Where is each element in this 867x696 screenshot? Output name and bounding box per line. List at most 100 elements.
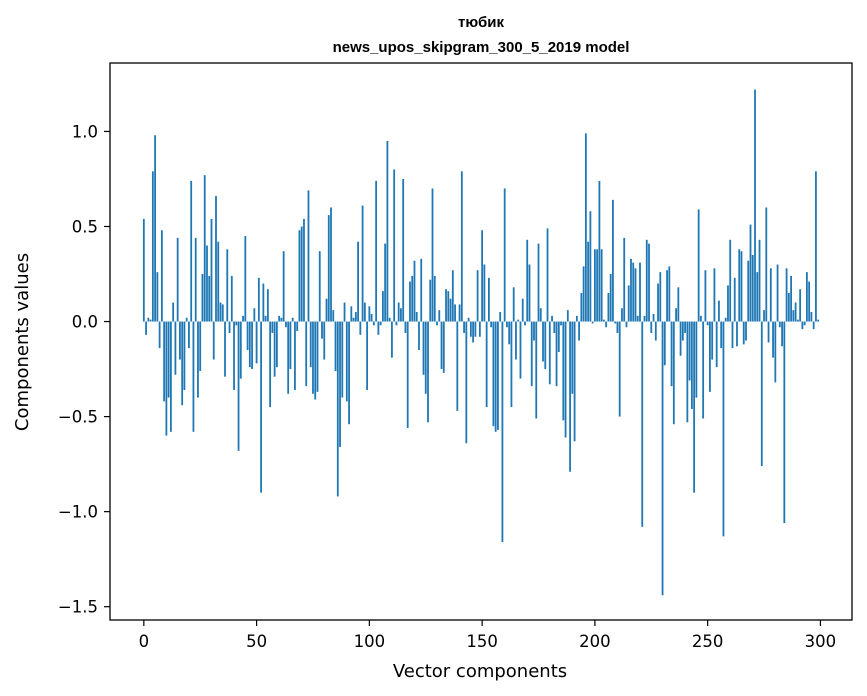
- bar-139: [456, 321, 459, 411]
- bar-182: [553, 321, 556, 333]
- bar-161: [506, 321, 508, 328]
- bar-66: [291, 317, 294, 322]
- bar-289: [794, 302, 797, 322]
- bar-258: [724, 317, 727, 322]
- bar-26: [201, 274, 204, 322]
- bar-7: [158, 321, 161, 349]
- bar-120: [413, 260, 416, 322]
- bar-80: [323, 321, 326, 360]
- bar-211: [618, 321, 621, 417]
- bar-2: [147, 317, 150, 322]
- bar-47: [248, 321, 251, 368]
- bar-147: [474, 321, 477, 337]
- bar-261: [731, 321, 734, 349]
- bar-4: [151, 171, 154, 322]
- bar-168: [521, 298, 524, 322]
- x-axis-label: Vector components: [393, 661, 567, 682]
- bar-46: [246, 321, 249, 351]
- bar-158: [499, 312, 502, 322]
- bar-102: [372, 321, 375, 326]
- bar-275: [763, 310, 765, 322]
- bar-156: [494, 321, 497, 432]
- bar-177: [542, 321, 544, 362]
- bar-210: [616, 321, 619, 333]
- bar-0: [142, 218, 145, 322]
- bar-237: [677, 287, 680, 322]
- bar-268: [747, 260, 750, 322]
- bar-266: [742, 321, 745, 345]
- bar-209: [614, 321, 617, 324]
- bar-93: [352, 317, 355, 322]
- bar-124: [422, 321, 425, 375]
- bar-188: [566, 310, 569, 322]
- bar-59: [275, 321, 278, 368]
- bar-110: [391, 321, 393, 358]
- bar-23: [194, 237, 197, 322]
- bar-54: [264, 315, 267, 322]
- bar-192: [575, 315, 578, 322]
- bar-130: [436, 321, 438, 326]
- bar-282: [778, 321, 781, 328]
- bar-126: [427, 321, 429, 423]
- bar-127: [429, 279, 432, 322]
- bar-84: [332, 310, 335, 322]
- bar-227: [654, 321, 657, 341]
- bar-113: [397, 302, 400, 322]
- bar-89: [343, 302, 346, 322]
- bar-36: [224, 321, 226, 377]
- bar-265: [740, 251, 743, 322]
- bar-149: [478, 321, 481, 337]
- bar-181: [551, 315, 553, 322]
- bar-35: [221, 304, 224, 322]
- bar-105: [379, 321, 382, 326]
- bar-145: [469, 321, 472, 337]
- bar-128: [431, 188, 434, 322]
- bar-72: [305, 321, 308, 387]
- bar-224: [648, 243, 650, 322]
- bar-114: [400, 308, 402, 322]
- bar-37: [226, 249, 229, 322]
- bar-195: [582, 266, 585, 322]
- y-tick-label: 1.0: [72, 122, 98, 141]
- bar-267: [745, 321, 747, 341]
- bar-292: [801, 321, 804, 330]
- bar-71: [303, 218, 305, 322]
- bar-216: [630, 258, 632, 322]
- bar-38: [228, 321, 231, 333]
- bar-14: [174, 321, 177, 375]
- bar-78: [318, 251, 321, 322]
- x-tick-label: 100: [354, 632, 386, 651]
- bar-270: [751, 255, 754, 322]
- bar-174: [535, 321, 538, 419]
- bar-280: [774, 321, 777, 383]
- bar-150: [481, 230, 484, 322]
- bar-92: [350, 306, 353, 322]
- bar-61: [280, 317, 283, 322]
- bar-239: [681, 321, 684, 341]
- bar-98: [363, 302, 366, 322]
- bar-226: [652, 313, 655, 322]
- x-axis-ticks: 0 50 100 150 200 250 300: [139, 620, 836, 651]
- bar-79: [321, 321, 323, 339]
- bar-74: [309, 321, 312, 368]
- bar-70: [300, 226, 303, 322]
- bar-103: [375, 180, 378, 322]
- bar-218: [634, 268, 637, 322]
- bar-32: [215, 196, 217, 322]
- bar-183: [555, 321, 558, 387]
- bar-162: [508, 321, 511, 345]
- bar-122: [418, 321, 420, 351]
- bar-107: [384, 243, 387, 322]
- bar-281: [776, 264, 779, 322]
- bar-199: [591, 321, 594, 324]
- bar-125: [424, 321, 427, 394]
- bar-187: [564, 321, 567, 438]
- bar-15: [176, 237, 179, 322]
- bar-283: [781, 321, 783, 347]
- bar-40: [233, 321, 235, 390]
- bar-30: [210, 218, 213, 322]
- bar-129: [433, 275, 436, 322]
- bar-194: [580, 293, 583, 322]
- bar-271: [754, 89, 756, 322]
- bar-132: [440, 321, 443, 370]
